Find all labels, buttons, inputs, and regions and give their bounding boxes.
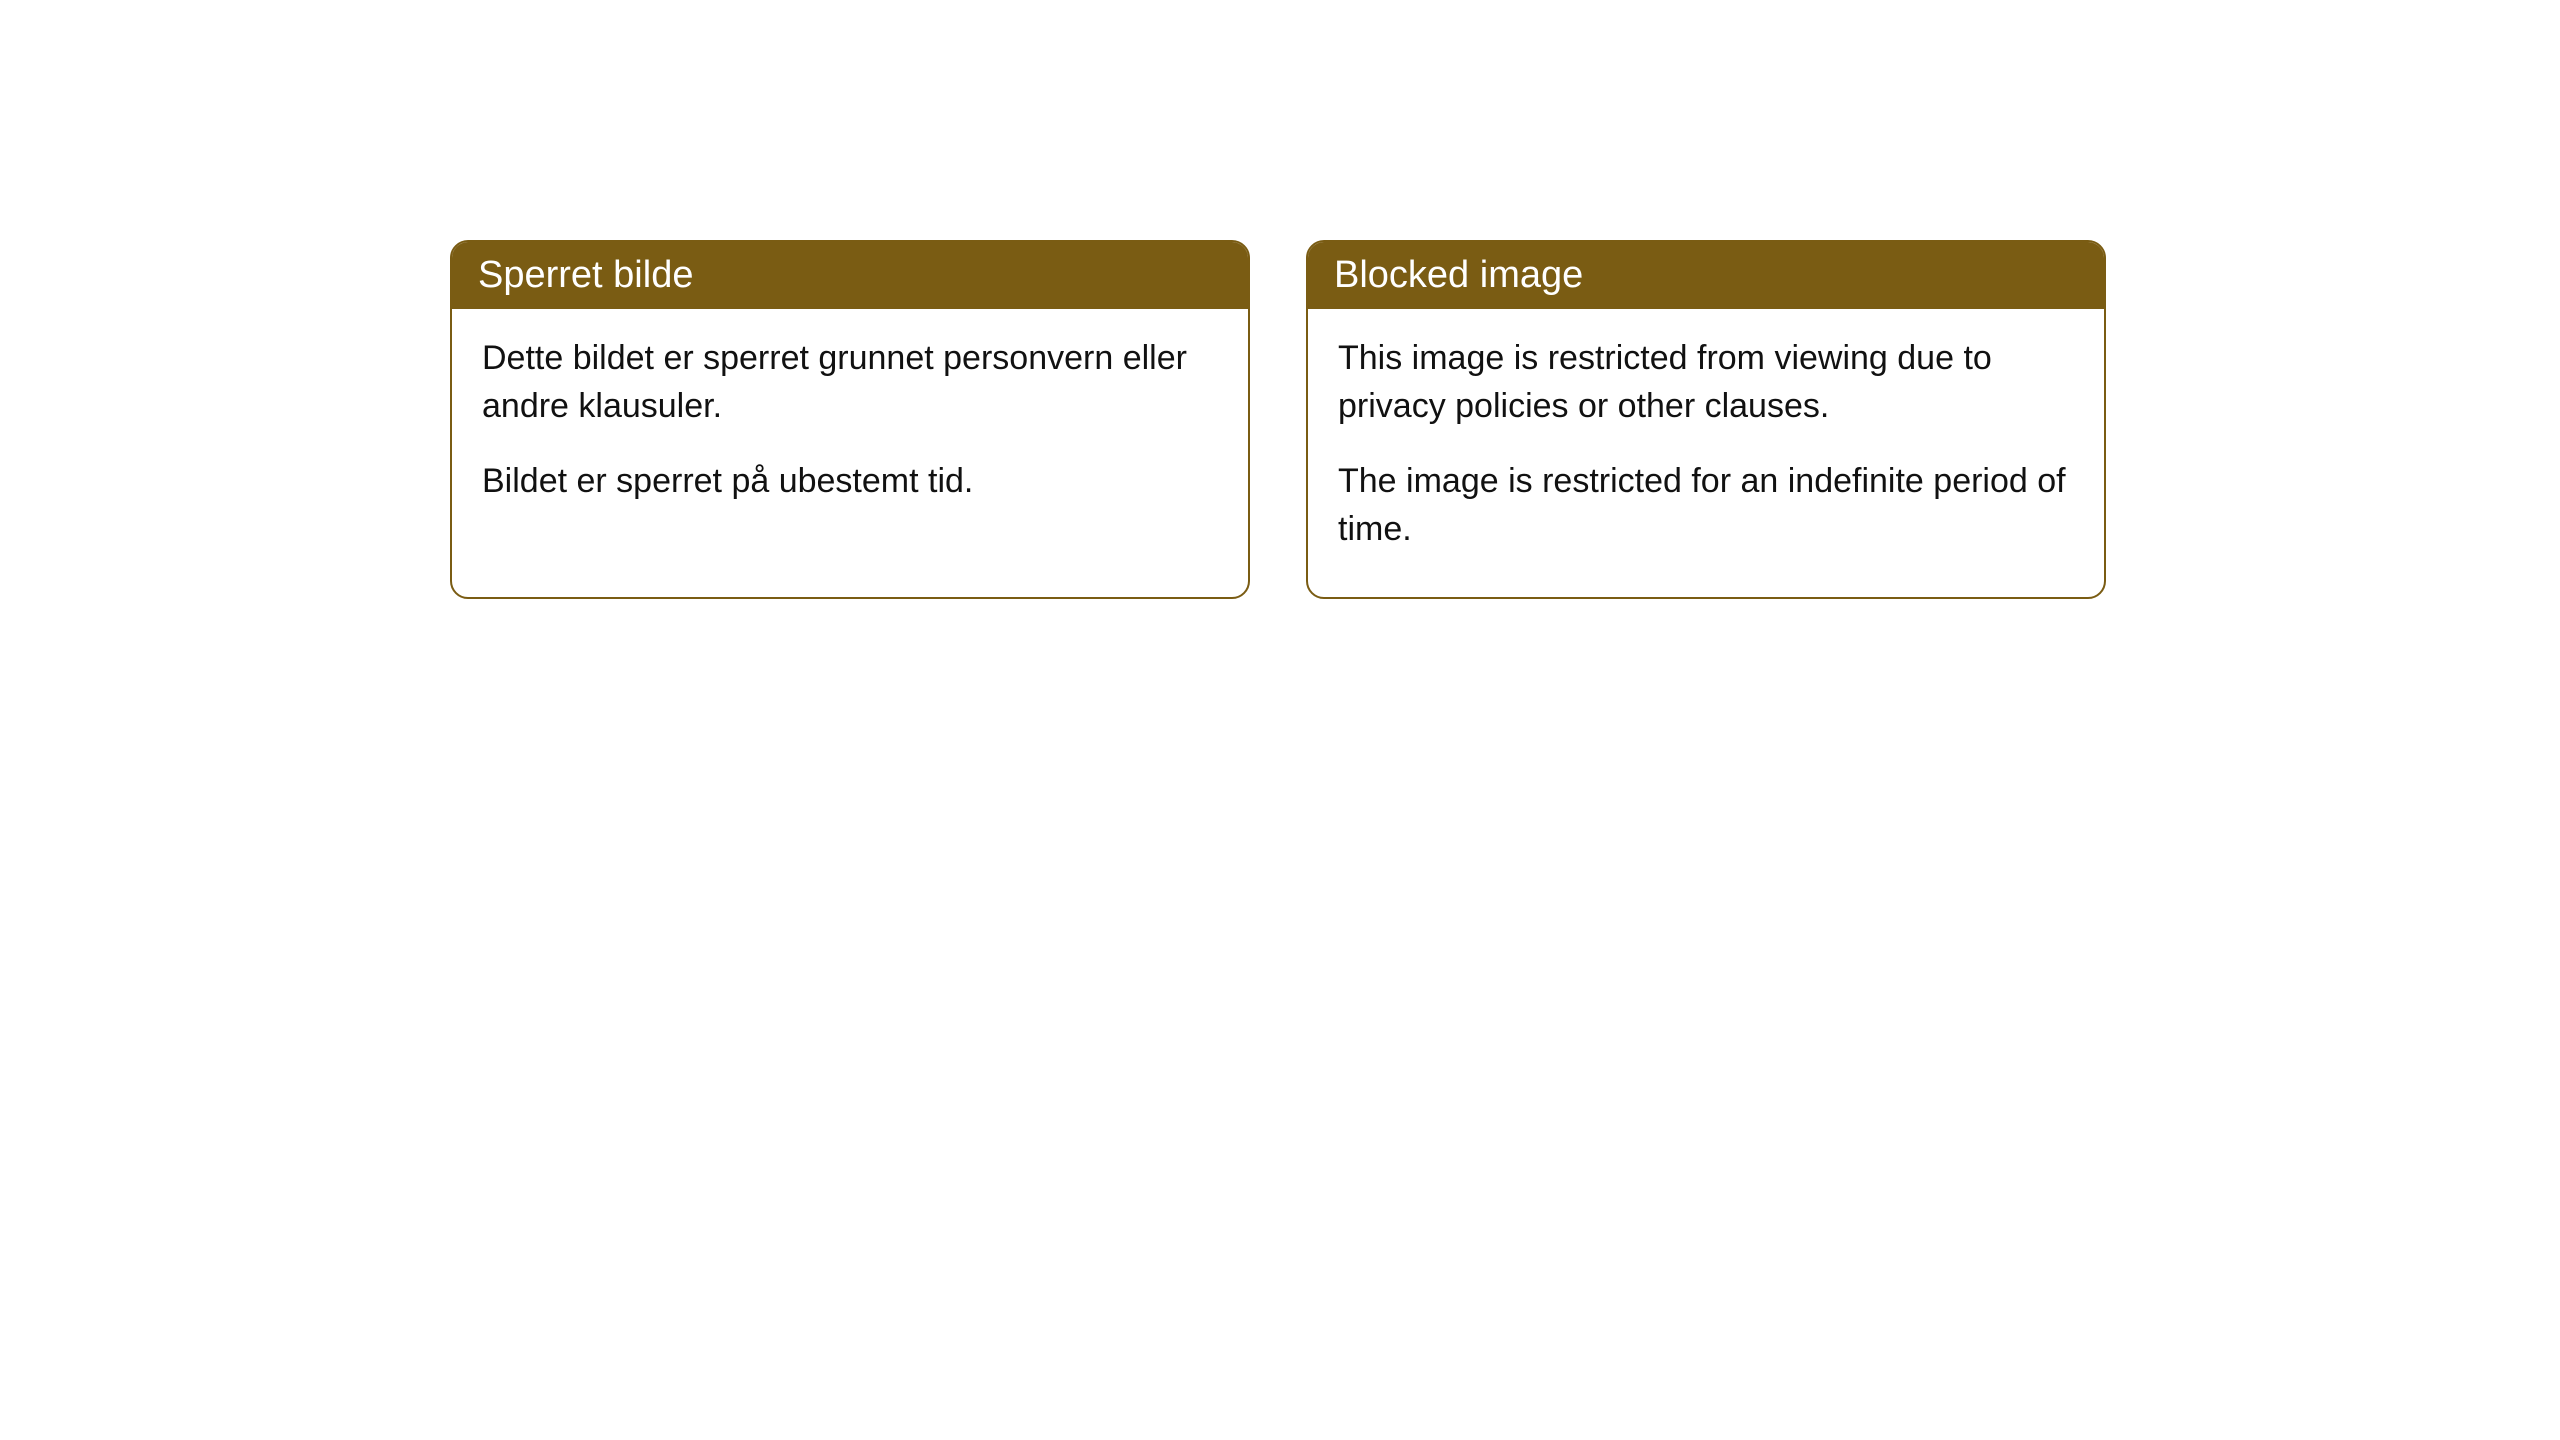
card-header: Blocked image (1308, 242, 2104, 309)
card-paragraph-1: This image is restricted from viewing du… (1338, 335, 2074, 430)
card-body: This image is restricted from viewing du… (1308, 309, 2104, 597)
card-paragraph-1: Dette bildet er sperret grunnet personve… (482, 335, 1218, 430)
card-title: Sperret bilde (478, 254, 693, 296)
card-header: Sperret bilde (452, 242, 1248, 309)
blocked-image-card-en: Blocked image This image is restricted f… (1306, 240, 2106, 599)
notice-cards-container: Sperret bilde Dette bildet er sperret gr… (450, 240, 2110, 599)
card-body: Dette bildet er sperret grunnet personve… (452, 309, 1248, 550)
card-paragraph-2: The image is restricted for an indefinit… (1338, 458, 2074, 553)
card-title: Blocked image (1334, 254, 1583, 296)
blocked-image-card-no: Sperret bilde Dette bildet er sperret gr… (450, 240, 1250, 599)
card-paragraph-2: Bildet er sperret på ubestemt tid. (482, 458, 1218, 506)
